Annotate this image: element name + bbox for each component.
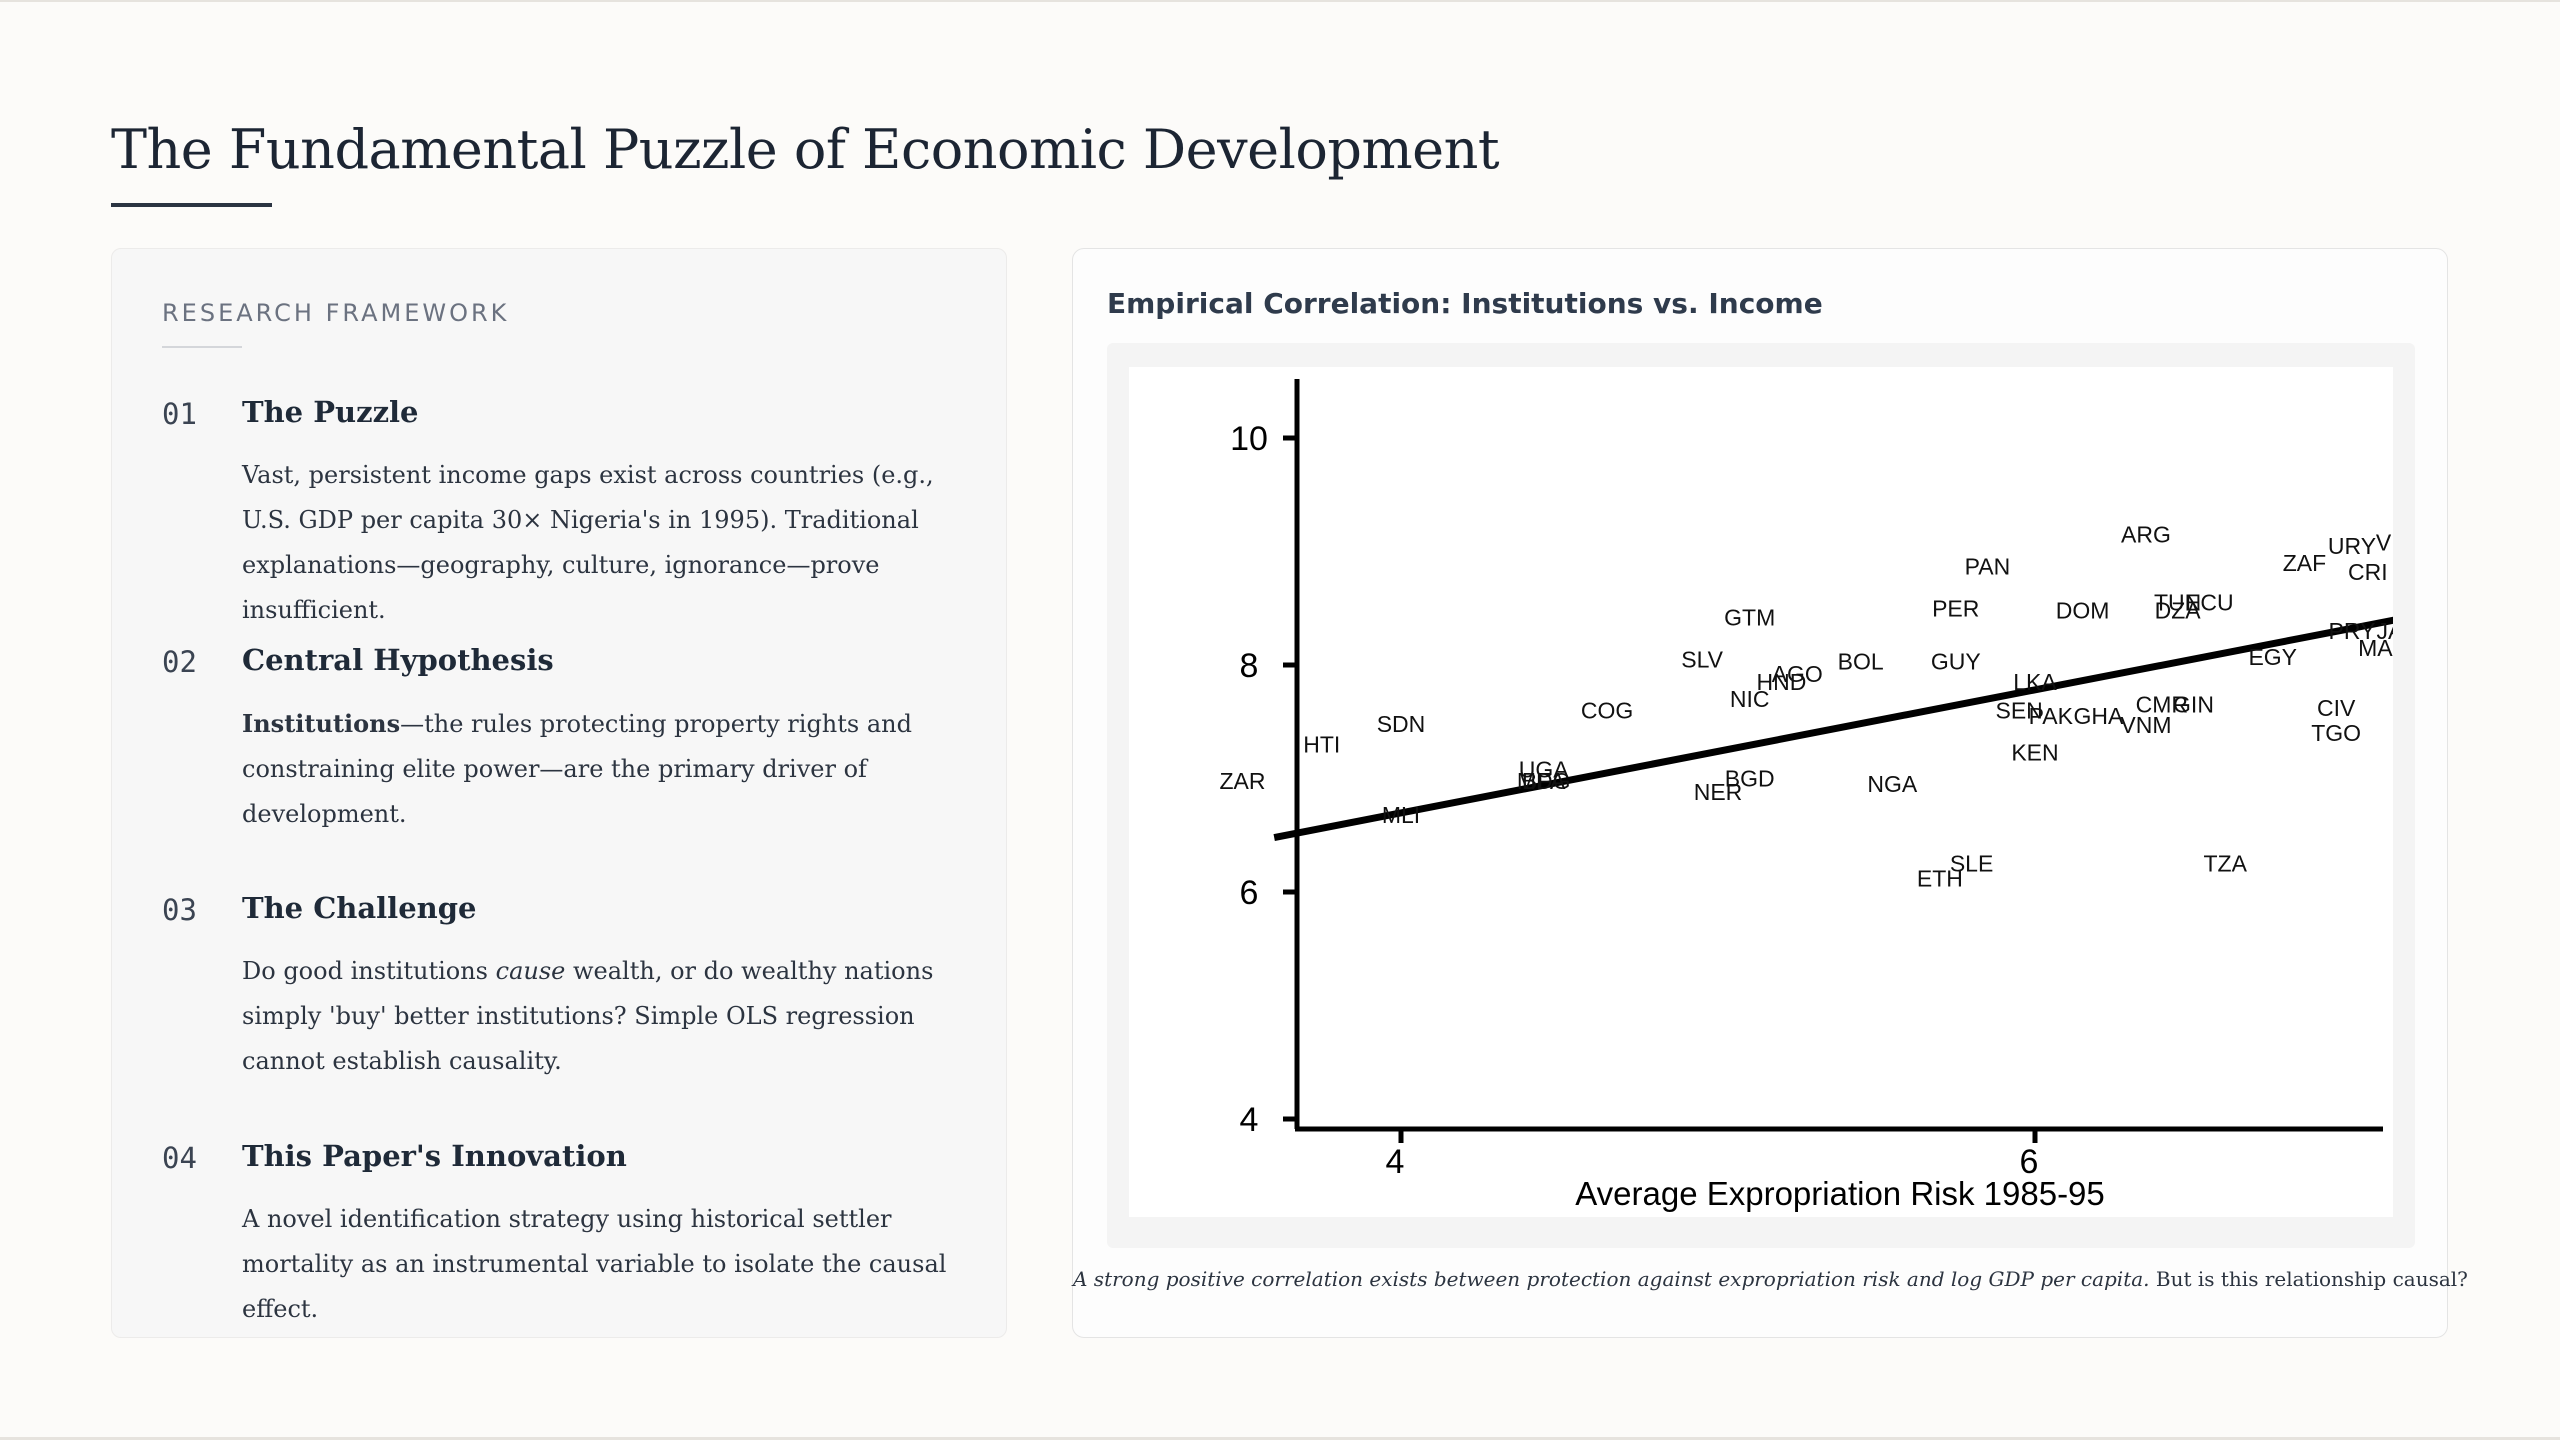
data-point-label: ETH bbox=[1917, 865, 1963, 891]
data-point-label: MLI bbox=[1382, 802, 1420, 828]
item-number: 01 bbox=[162, 397, 197, 431]
item-number: 03 bbox=[162, 893, 197, 927]
data-point-label: DZA bbox=[2155, 598, 2202, 624]
data-point-label: ZAR bbox=[1220, 768, 1266, 794]
data-point-label: HND bbox=[1756, 669, 1806, 695]
data-point-label: SLE bbox=[1950, 851, 1993, 877]
item-body: Institutions—the rules protecting proper… bbox=[242, 701, 962, 837]
data-point-label: PRY bbox=[2329, 618, 2376, 644]
chart-frame: 4681046810Average Expropriation Risk 198… bbox=[1107, 343, 2415, 1248]
item-body-post: wealth, or do wealthy nations simply 'bu… bbox=[242, 957, 934, 1075]
data-point-label: TGO bbox=[2311, 720, 2361, 746]
x-tick-label: 4 bbox=[1386, 1143, 1405, 1181]
data-point-label: BOL bbox=[1838, 649, 1884, 675]
data-point-label: BFA bbox=[1522, 768, 1566, 794]
item-title: The Puzzle bbox=[242, 395, 419, 429]
data-point-label: GTM bbox=[1724, 604, 1775, 630]
data-point-label: GHA bbox=[2073, 703, 2124, 729]
data-point-label: TUN bbox=[2154, 590, 2201, 616]
data-point-label: HTI bbox=[1303, 731, 1340, 757]
y-tick-label: 8 bbox=[1240, 647, 1259, 685]
chart-card: Empirical Correlation: Institutions vs. … bbox=[1072, 248, 2468, 1338]
chart-caption: A strong positive correlation exists bet… bbox=[1073, 1267, 2468, 1291]
research-framework-card: RESEARCH FRAMEWORK 01 The Puzzle Vast, p… bbox=[111, 248, 1007, 1338]
data-point-label: CRI bbox=[2348, 559, 2388, 585]
data-point-label: AGO bbox=[1772, 661, 1823, 687]
caption-question: But is this relationship causal? bbox=[2155, 1267, 2468, 1291]
data-point-label: ECU bbox=[2185, 590, 2234, 616]
data-point-label: MDG bbox=[1517, 768, 1571, 794]
data-point-label: GIN bbox=[2173, 692, 2214, 718]
item-number: 04 bbox=[162, 1141, 197, 1175]
data-point-label: NIC bbox=[1730, 686, 1770, 712]
item-body-pre: Do good institutions bbox=[242, 957, 496, 985]
data-point-label: DOM bbox=[2056, 598, 2110, 624]
data-point-label: JAM bbox=[2377, 618, 2393, 644]
data-point-label: UGA bbox=[1519, 756, 1570, 782]
item-title: Central Hypothesis bbox=[242, 643, 554, 677]
data-point-label: MAR bbox=[2358, 635, 2393, 661]
data-point-label: CMR bbox=[2136, 692, 2188, 718]
top-border bbox=[0, 0, 2560, 2]
data-point-label: PAN bbox=[1965, 553, 2011, 579]
scatter-plot: 4681046810Average Expropriation Risk 198… bbox=[1129, 367, 2393, 1217]
data-point-label: VEN bbox=[2376, 529, 2393, 555]
data-point-label: SEN bbox=[1996, 697, 2043, 723]
x-axis-label: Average Expropriation Risk 1985-95 bbox=[1575, 1175, 2105, 1212]
data-point-label: CIV bbox=[2317, 695, 2356, 721]
data-point-label: VNM bbox=[2120, 712, 2171, 738]
item-number: 02 bbox=[162, 645, 197, 679]
data-point-label: SDN bbox=[1377, 711, 1426, 737]
data-point-label: KEN bbox=[2011, 739, 2058, 765]
chart-heading: Empirical Correlation: Institutions vs. … bbox=[1107, 287, 1823, 320]
item-body-emphasis: Institutions bbox=[242, 709, 401, 738]
page-title: The Fundamental Puzzle of Economic Devel… bbox=[111, 118, 1500, 181]
data-point-label: NGA bbox=[1867, 771, 1918, 797]
regression-line bbox=[1273, 616, 2393, 841]
data-point-label: BGD bbox=[1725, 766, 1775, 792]
data-point-label: COG bbox=[1581, 697, 1633, 723]
data-point-label: TZA bbox=[2203, 851, 2247, 877]
data-point-label: GUY bbox=[1931, 649, 1981, 675]
data-point-label: ARG bbox=[2121, 521, 2171, 547]
data-point-label: EGY bbox=[2248, 644, 2297, 670]
item-body: Vast, persistent income gaps exist acros… bbox=[242, 461, 934, 624]
y-tick-label: 4 bbox=[1240, 1101, 1259, 1139]
item-title: The Challenge bbox=[242, 891, 477, 925]
data-point-label: PER bbox=[1932, 595, 1979, 621]
bottom-border bbox=[0, 1437, 2560, 1440]
x-tick-label: 6 bbox=[2020, 1143, 2039, 1181]
data-point-label: LKA bbox=[2013, 669, 2057, 695]
data-point-label: NER bbox=[1694, 779, 1743, 805]
item-body: A novel identification strategy using hi… bbox=[242, 1205, 947, 1323]
y-tick-label: 6 bbox=[1240, 874, 1259, 912]
item-body-rest: —the rules protecting property rights an… bbox=[242, 710, 912, 828]
data-point-label: SLV bbox=[1681, 646, 1723, 672]
data-point-label: URY bbox=[2328, 533, 2376, 559]
data-point-label: ZAF bbox=[2283, 550, 2326, 576]
title-underline bbox=[111, 203, 272, 207]
caption-italic: A strong positive correlation exists bet… bbox=[1073, 1267, 2150, 1291]
item-body-italic: cause bbox=[495, 957, 566, 985]
item-body: Do good institutions cause wealth, or do… bbox=[242, 949, 962, 1084]
framework-divider bbox=[162, 346, 242, 348]
item-title: This Paper's Innovation bbox=[242, 1139, 627, 1173]
data-point-label: PAK bbox=[2029, 703, 2074, 729]
y-tick-label: 10 bbox=[1230, 420, 1268, 458]
plot-background bbox=[1129, 367, 2393, 1217]
framework-label: RESEARCH FRAMEWORK bbox=[162, 299, 510, 327]
